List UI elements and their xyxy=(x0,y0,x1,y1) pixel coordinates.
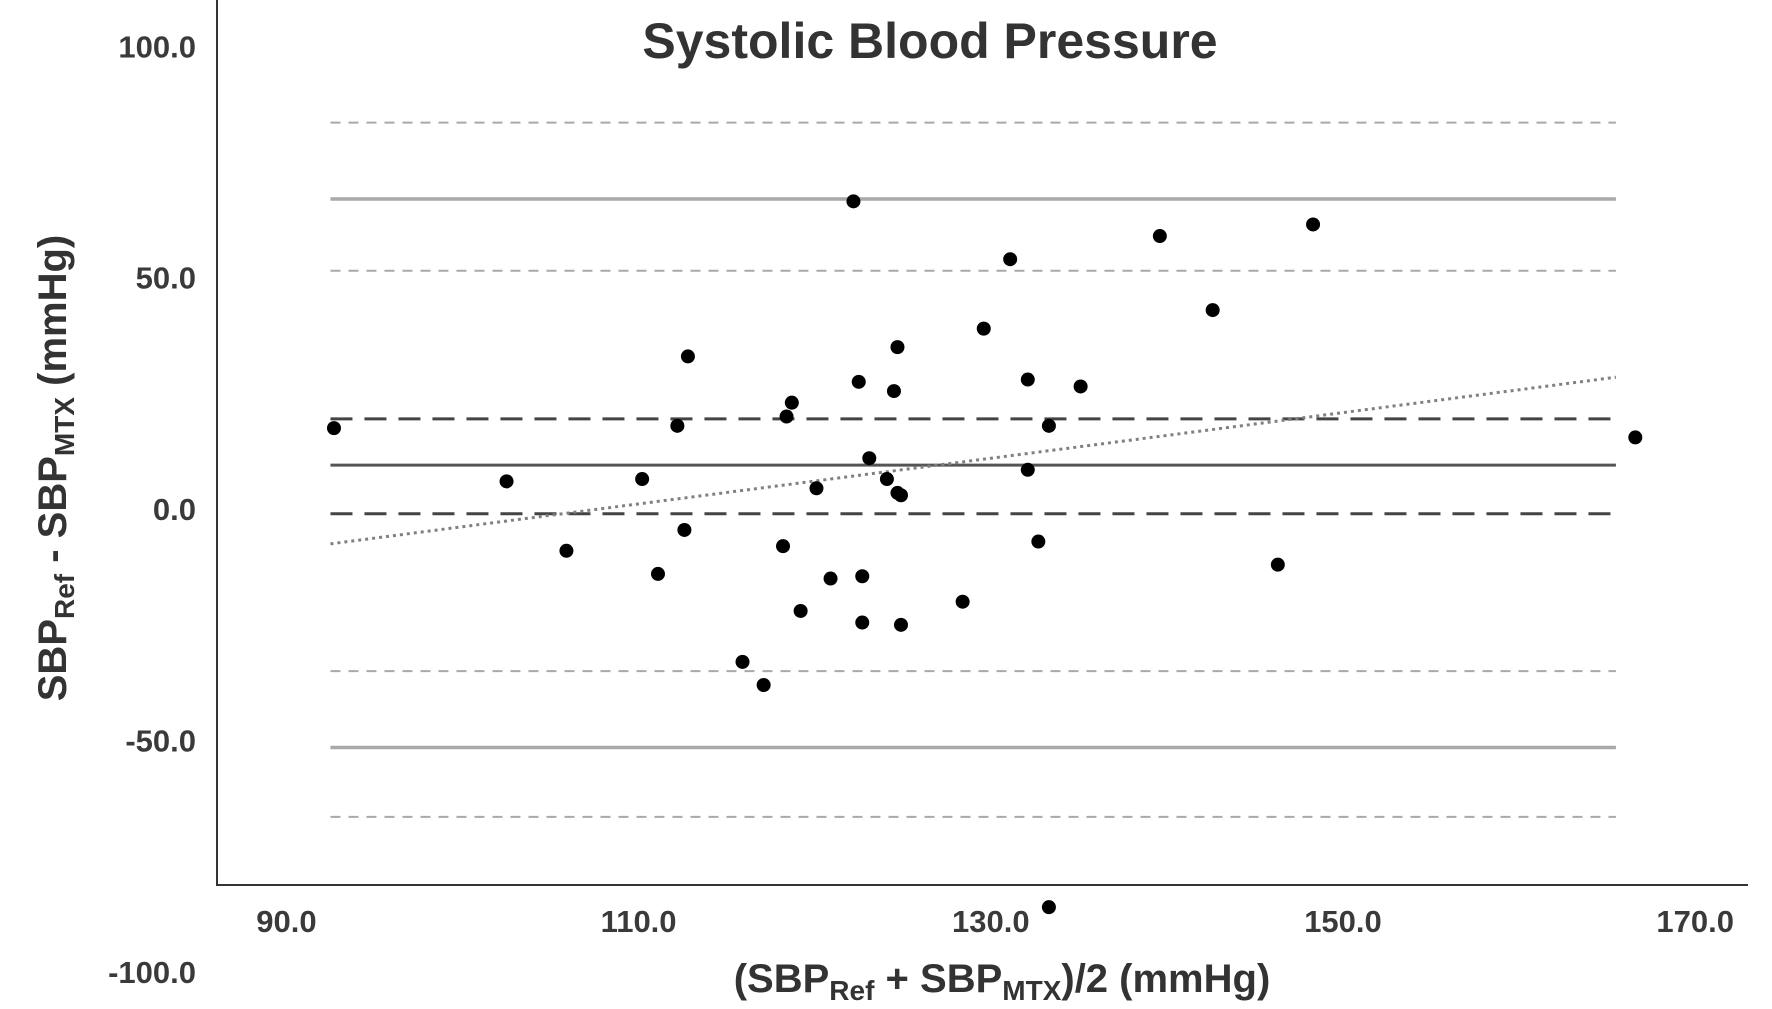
data-point-35 xyxy=(1073,379,1088,394)
data-point-12 xyxy=(784,395,799,410)
y-tick-label: -50.0 xyxy=(125,724,196,759)
data-point-23 xyxy=(890,340,905,355)
data-point-3 xyxy=(635,472,650,487)
data-point-22 xyxy=(886,384,901,399)
y-tick-label: -100.0 xyxy=(108,955,196,990)
reference-lines xyxy=(330,121,1616,818)
data-point-32 xyxy=(1031,534,1046,549)
data-point-34 xyxy=(1041,900,1056,915)
data-point-33 xyxy=(1041,418,1056,433)
y-axis-title: SBPRef - SBPMTX (mmHg) xyxy=(31,235,80,702)
data-point-18 xyxy=(855,569,870,584)
data-point-11 xyxy=(779,409,794,424)
data-point-8 xyxy=(735,654,750,669)
data-point-31 xyxy=(1020,462,1035,477)
y-tick-labels: 100.0 50.0 0.0 -50.0 -100.0 xyxy=(108,29,196,990)
data-point-0 xyxy=(326,421,341,436)
data-point-25 xyxy=(893,488,908,503)
x-tick-label: 130.0 xyxy=(952,904,1030,939)
data-point-14 xyxy=(809,481,824,496)
y-tick-label: 50.0 xyxy=(136,261,196,296)
data-point-6 xyxy=(677,522,692,537)
data-point-9 xyxy=(756,678,771,693)
x-tick-label: 170.0 xyxy=(1656,904,1734,939)
x-tick-labels: 90.0 110.0 130.0 150.0 170.0 xyxy=(256,904,1734,939)
chart-title: Systolic Blood Pressure xyxy=(642,13,1217,69)
data-point-39 xyxy=(1306,217,1321,232)
data-point-28 xyxy=(976,321,991,336)
x-tick-label: 110.0 xyxy=(601,904,677,939)
x-tick-label: 150.0 xyxy=(1304,904,1382,939)
x-tick-label: 90.0 xyxy=(256,904,316,939)
trend-line xyxy=(330,375,1617,546)
data-point-29 xyxy=(1003,252,1018,267)
x-axis-title: (SBPRef + SBPMTX)/2 (mmHg) xyxy=(734,957,1271,1006)
data-point-37 xyxy=(1205,303,1220,318)
y-tick-label: 0.0 xyxy=(153,492,196,527)
data-point-15 xyxy=(823,571,838,586)
data-point-4 xyxy=(650,566,665,581)
data-point-16 xyxy=(846,194,861,209)
y-tick-label: 100.0 xyxy=(118,29,196,64)
data-point-1 xyxy=(499,474,514,489)
data-points xyxy=(326,194,1643,915)
data-point-40 xyxy=(1628,430,1643,445)
data-point-2 xyxy=(559,543,574,558)
data-point-13 xyxy=(793,603,808,618)
trend-line-group xyxy=(330,375,1617,546)
data-point-36 xyxy=(1152,229,1167,244)
data-point-7 xyxy=(680,349,695,364)
data-point-10 xyxy=(776,539,791,554)
data-point-5 xyxy=(670,418,685,433)
data-point-30 xyxy=(1020,372,1035,387)
data-point-19 xyxy=(855,615,870,630)
data-point-20 xyxy=(862,451,877,466)
data-point-26 xyxy=(893,617,908,632)
data-point-38 xyxy=(1270,557,1285,572)
data-point-27 xyxy=(955,594,970,609)
data-point-17 xyxy=(851,374,866,389)
data-point-21 xyxy=(879,472,894,487)
axes xyxy=(216,0,1748,886)
